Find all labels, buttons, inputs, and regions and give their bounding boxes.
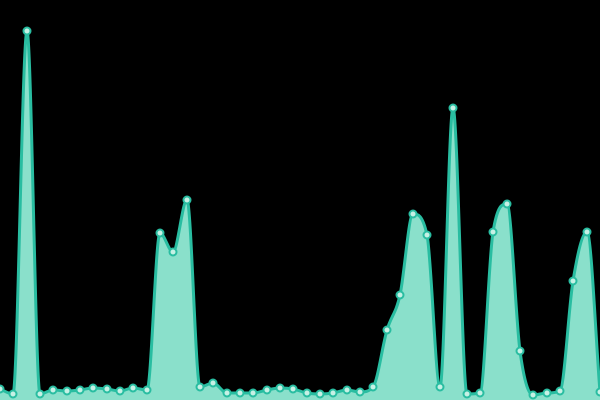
data-point-marker[interactable] — [355, 387, 365, 397]
data-point-marker[interactable] — [235, 388, 245, 398]
data-point-marker[interactable] — [382, 325, 392, 335]
data-point-marker[interactable] — [422, 230, 432, 240]
data-point-marker[interactable] — [315, 389, 325, 399]
area-fill — [0, 31, 600, 400]
data-point-marker[interactable] — [395, 290, 405, 300]
data-point-marker[interactable] — [155, 228, 165, 238]
data-point-marker[interactable] — [528, 390, 538, 400]
data-point-marker[interactable] — [488, 227, 498, 237]
data-point-marker[interactable] — [182, 195, 192, 205]
data-point-marker[interactable] — [435, 382, 445, 392]
data-point-marker[interactable] — [462, 389, 472, 399]
data-point-marker[interactable] — [195, 382, 205, 392]
data-point-marker[interactable] — [342, 385, 352, 395]
data-point-marker[interactable] — [35, 389, 45, 399]
data-point-marker[interactable] — [448, 103, 458, 113]
data-point-marker[interactable] — [48, 385, 58, 395]
data-point-marker[interactable] — [22, 26, 32, 36]
data-point-markers — [0, 26, 600, 400]
data-point-marker[interactable] — [208, 378, 218, 388]
data-point-marker[interactable] — [502, 199, 512, 209]
data-point-marker[interactable] — [75, 385, 85, 395]
data-point-marker[interactable] — [408, 209, 418, 219]
data-point-marker[interactable] — [368, 382, 378, 392]
data-point-marker[interactable] — [328, 388, 338, 398]
data-point-marker[interactable] — [302, 388, 312, 398]
data-point-marker[interactable] — [8, 389, 18, 399]
data-point-marker[interactable] — [88, 383, 98, 393]
data-point-marker[interactable] — [222, 388, 232, 398]
data-point-marker[interactable] — [128, 383, 138, 393]
data-point-marker[interactable] — [115, 386, 125, 396]
data-point-marker[interactable] — [262, 385, 272, 395]
data-point-marker[interactable] — [515, 346, 525, 356]
data-point-marker[interactable] — [555, 386, 565, 396]
data-point-marker[interactable] — [168, 247, 178, 257]
data-point-marker[interactable] — [62, 386, 72, 396]
data-point-marker[interactable] — [595, 387, 600, 397]
data-point-marker[interactable] — [568, 276, 578, 286]
data-point-marker[interactable] — [275, 383, 285, 393]
data-point-marker[interactable] — [0, 384, 5, 394]
data-point-marker[interactable] — [475, 388, 485, 398]
data-point-marker[interactable] — [288, 384, 298, 394]
data-point-marker[interactable] — [102, 384, 112, 394]
data-point-marker[interactable] — [542, 388, 552, 398]
data-point-marker[interactable] — [582, 227, 592, 237]
data-point-marker[interactable] — [248, 388, 258, 398]
data-point-marker[interactable] — [142, 385, 152, 395]
